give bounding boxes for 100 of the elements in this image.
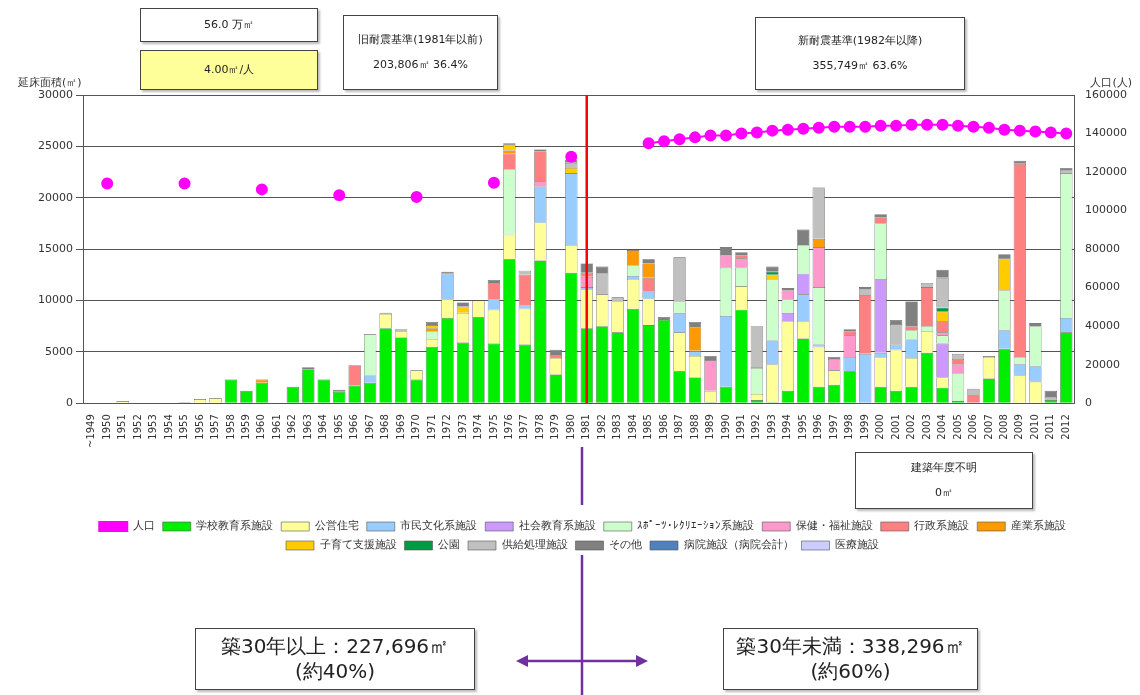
text: 建築年度不明 0㎡ [855, 452, 1033, 509]
x-tick-label: 1957 [209, 414, 221, 440]
x-tick-label: 1974 [472, 414, 484, 440]
x-tick-label: 2011 [1044, 414, 1056, 440]
x-tick-label: 1989 [704, 414, 716, 440]
y2-tick-label: 0 [1085, 396, 1093, 410]
x-tick-label: 1967 [363, 414, 375, 440]
legend-label: 医療施設 [835, 538, 879, 552]
x-tick-label: 1991 [735, 414, 747, 440]
legend-label: 公営住宅 [314, 519, 359, 533]
x-tick-label: 1994 [781, 414, 793, 440]
x-tick-label: ~1949 [85, 414, 97, 448]
y-tick-label: 30000 [37, 87, 73, 101]
x-tick-label: 1975 [487, 414, 499, 440]
x-tick-label: 1993 [765, 414, 777, 440]
y-tick-label: 20000 [37, 190, 73, 204]
legend-label: ｽﾎﾟｰﾂ･ﾚｸﾘｴｰｼｮﾝ系施設 [637, 519, 755, 533]
x-tick-label: 1998 [843, 414, 855, 440]
text: 56.0 万㎡ [140, 8, 318, 42]
x-tick-label: 1969 [394, 414, 406, 440]
y-tick-label: 5000 [44, 344, 73, 358]
x-tick-label: 2004 [936, 414, 948, 440]
x-tick-label: 1985 [642, 414, 654, 440]
x-tick-label: 1992 [750, 414, 762, 440]
y2-tick-label: 100000 [1085, 203, 1128, 217]
legend-label: 行政系施設 [914, 519, 970, 533]
legend-label: 社会教育系施設 [518, 519, 596, 533]
x-tick-label: 1995 [796, 414, 808, 440]
x-tick-label: 1965 [332, 414, 344, 440]
x-tick-label: 1973 [456, 414, 468, 440]
text: 築30年未満：338,296㎡ (約60%) [723, 628, 978, 690]
x-tick-label: 1953 [147, 414, 159, 440]
x-tick-label: 2006 [967, 414, 979, 440]
x-tick-label: 1972 [441, 414, 453, 440]
x-tick-label: 1980 [564, 414, 576, 440]
x-tick-label: 1984 [626, 414, 638, 440]
x-tick-label: 1963 [301, 414, 313, 440]
x-tick-label: 1983 [611, 414, 623, 440]
y-axis-title: 延床面積(㎡) [17, 76, 82, 90]
text: 新耐震基準(1982年以降) 355,749㎡ 63.6% [755, 17, 965, 90]
x-tick-label: 1990 [719, 414, 731, 440]
y2-tick-label: 60000 [1085, 280, 1121, 294]
x-tick-label: 2008 [997, 414, 1009, 440]
x-tick-label: 2002 [905, 414, 917, 440]
x-tick-label: 2001 [889, 414, 901, 440]
x-tick-label: 1952 [131, 414, 143, 440]
y-tick-label: 15000 [37, 241, 73, 255]
x-tick-label: 1997 [827, 414, 839, 440]
x-tick-label: 1971 [425, 414, 437, 440]
legend-label: 病院施設（病院会計） [683, 538, 794, 552]
x-tick-label: 1986 [657, 414, 669, 440]
x-tick-label: 1950 [100, 414, 112, 440]
legend-label: 子育て支援施設 [319, 538, 397, 552]
x-tick-label: 1987 [673, 414, 685, 440]
x-tick-label: 1996 [812, 414, 824, 440]
x-tick-label: 1960 [255, 414, 267, 440]
x-tick-label: 1964 [317, 414, 329, 440]
y-tick-label: 0 [65, 396, 73, 410]
text: 4.00㎡/人 [140, 50, 318, 90]
x-tick-label: 1966 [348, 414, 360, 440]
x-tick-label: 2007 [982, 414, 994, 440]
legend-label: 市民文化系施設 [400, 519, 478, 533]
x-tick-label: 1961 [270, 414, 282, 440]
y2-tick-label: 120000 [1085, 164, 1128, 178]
x-tick-label: 1956 [193, 414, 205, 440]
x-tick-label: 2012 [1059, 414, 1071, 440]
x-tick-label: 1979 [549, 414, 561, 440]
x-tick-label: 1954 [162, 414, 174, 440]
y-tick-label: 25000 [37, 139, 73, 153]
legend-label: 学校教育系施設 [196, 519, 274, 533]
legend-label: 人口 [132, 519, 155, 533]
legend-label: 保健・福祉施設 [795, 519, 873, 533]
legend-label: その他 [609, 538, 642, 552]
legend-label: 公園 [438, 538, 460, 552]
x-tick-label: 2000 [874, 414, 886, 440]
y2-tick-label: 80000 [1085, 241, 1121, 255]
x-tick-label: 2010 [1028, 414, 1040, 440]
x-tick-label: 1962 [286, 414, 298, 440]
x-tick-label: 1981 [580, 414, 592, 440]
x-tick-label: 1982 [595, 414, 607, 440]
y-tick-label: 10000 [37, 293, 73, 307]
x-tick-label: 2009 [1013, 414, 1025, 440]
y2-tick-label: 40000 [1085, 318, 1121, 332]
text: 旧耐震基準(1981年以前) 203,806㎡ 36.4% [343, 15, 498, 90]
x-tick-label: 2005 [951, 414, 963, 440]
y2-axis-title: 人口(人) [1090, 76, 1132, 90]
x-tick-label: 1955 [178, 414, 190, 440]
x-tick-label: 1977 [518, 414, 530, 440]
x-tick-label: 1951 [116, 414, 128, 440]
x-tick-label: 1999 [858, 414, 870, 440]
x-tick-label: 1958 [224, 414, 236, 440]
x-tick-label: 2003 [920, 414, 932, 440]
legend-label: 供給処理施設 [501, 538, 568, 552]
x-tick-label: 1976 [502, 414, 514, 440]
legend-label: 産業系施設 [1010, 519, 1066, 533]
x-tick-label: 1970 [410, 414, 422, 440]
y2-tick-label: 20000 [1085, 357, 1121, 371]
x-tick-label: 1988 [688, 414, 700, 440]
text: 築30年以上：227,696㎡ (約40%) [195, 628, 475, 690]
x-tick-label: 1978 [533, 414, 545, 440]
